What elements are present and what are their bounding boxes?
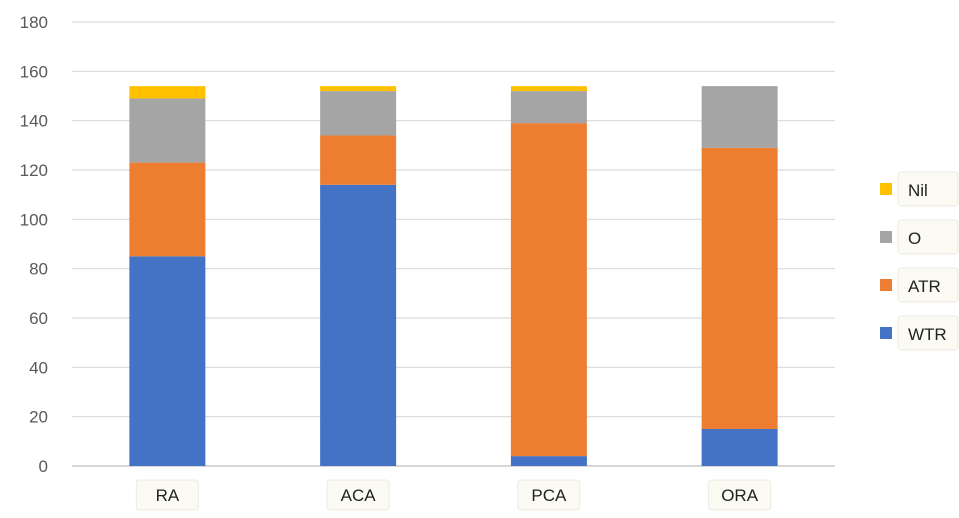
y-tick-label: 160 [20, 62, 48, 81]
legend-item-nil: Nil [880, 171, 959, 207]
legend-label: O [908, 229, 921, 248]
legend-swatch [880, 183, 892, 195]
bar-segment-atr-aca [320, 135, 397, 185]
legend-item-o: O [880, 219, 959, 255]
x-category-label: ORA [721, 486, 759, 505]
legend-swatch [880, 231, 892, 243]
y-tick-label: 180 [20, 13, 48, 32]
bar-segment-nil-pca [510, 86, 587, 92]
x-axis-categories: RA ACA PCA ORA [135, 479, 772, 511]
x-category-label-box: ORA [708, 479, 772, 511]
bar-segment-wtr-ora [701, 429, 778, 466]
bar-segment-nil-aca [320, 86, 397, 92]
y-tick-label: 40 [29, 358, 48, 377]
label-background [517, 479, 581, 511]
label-background [326, 479, 390, 511]
bar-segment-nil-ra [129, 86, 206, 99]
legend-label: Nil [908, 181, 928, 200]
y-tick-label: 0 [39, 457, 48, 476]
y-tick-label: 100 [20, 210, 48, 229]
x-category-label-box: PCA [517, 479, 581, 511]
y-tick-label: 60 [29, 309, 48, 328]
x-category-label-box: RA [135, 479, 199, 511]
y-axis-ticks: 0 20 40 60 80 100 120 140 160 180 [20, 13, 48, 476]
bar-segment-atr-ra [129, 162, 206, 257]
y-tick-label: 20 [29, 408, 48, 427]
y-tick-label: 80 [29, 260, 48, 279]
bar-segment-wtr-ra [129, 256, 206, 466]
x-category-label: PCA [531, 486, 567, 505]
legend-swatch [880, 279, 892, 291]
bar-segment-wtr-pca [510, 456, 587, 466]
y-tick-label: 120 [20, 161, 48, 180]
bar-segment-o-ra [129, 98, 206, 163]
bar-segment-o-aca [320, 91, 397, 136]
legend-item-atr: ATR [880, 267, 959, 303]
bar-segment-atr-ora [701, 147, 778, 430]
legend-label-background [897, 219, 959, 255]
x-category-label: ACA [341, 486, 377, 505]
legend-label-background [897, 171, 959, 207]
legend: Nil O ATR WTR [880, 171, 959, 351]
legend-label: WTR [908, 325, 947, 344]
label-background [708, 479, 772, 511]
bars [129, 86, 778, 467]
x-category-label: RA [156, 486, 180, 505]
legend-label-background [897, 267, 959, 303]
y-tick-label: 140 [20, 112, 48, 131]
x-category-label-box: ACA [326, 479, 390, 511]
legend-swatch [880, 327, 892, 339]
label-background [135, 479, 199, 511]
bar-segment-o-pca [510, 91, 587, 124]
legend-label-background [897, 315, 959, 351]
legend-item-wtr: WTR [880, 315, 959, 351]
legend-label: ATR [908, 277, 941, 296]
bar-segment-wtr-aca [320, 184, 397, 467]
bar-segment-atr-pca [510, 123, 587, 457]
bar-segment-o-ora [701, 86, 778, 148]
